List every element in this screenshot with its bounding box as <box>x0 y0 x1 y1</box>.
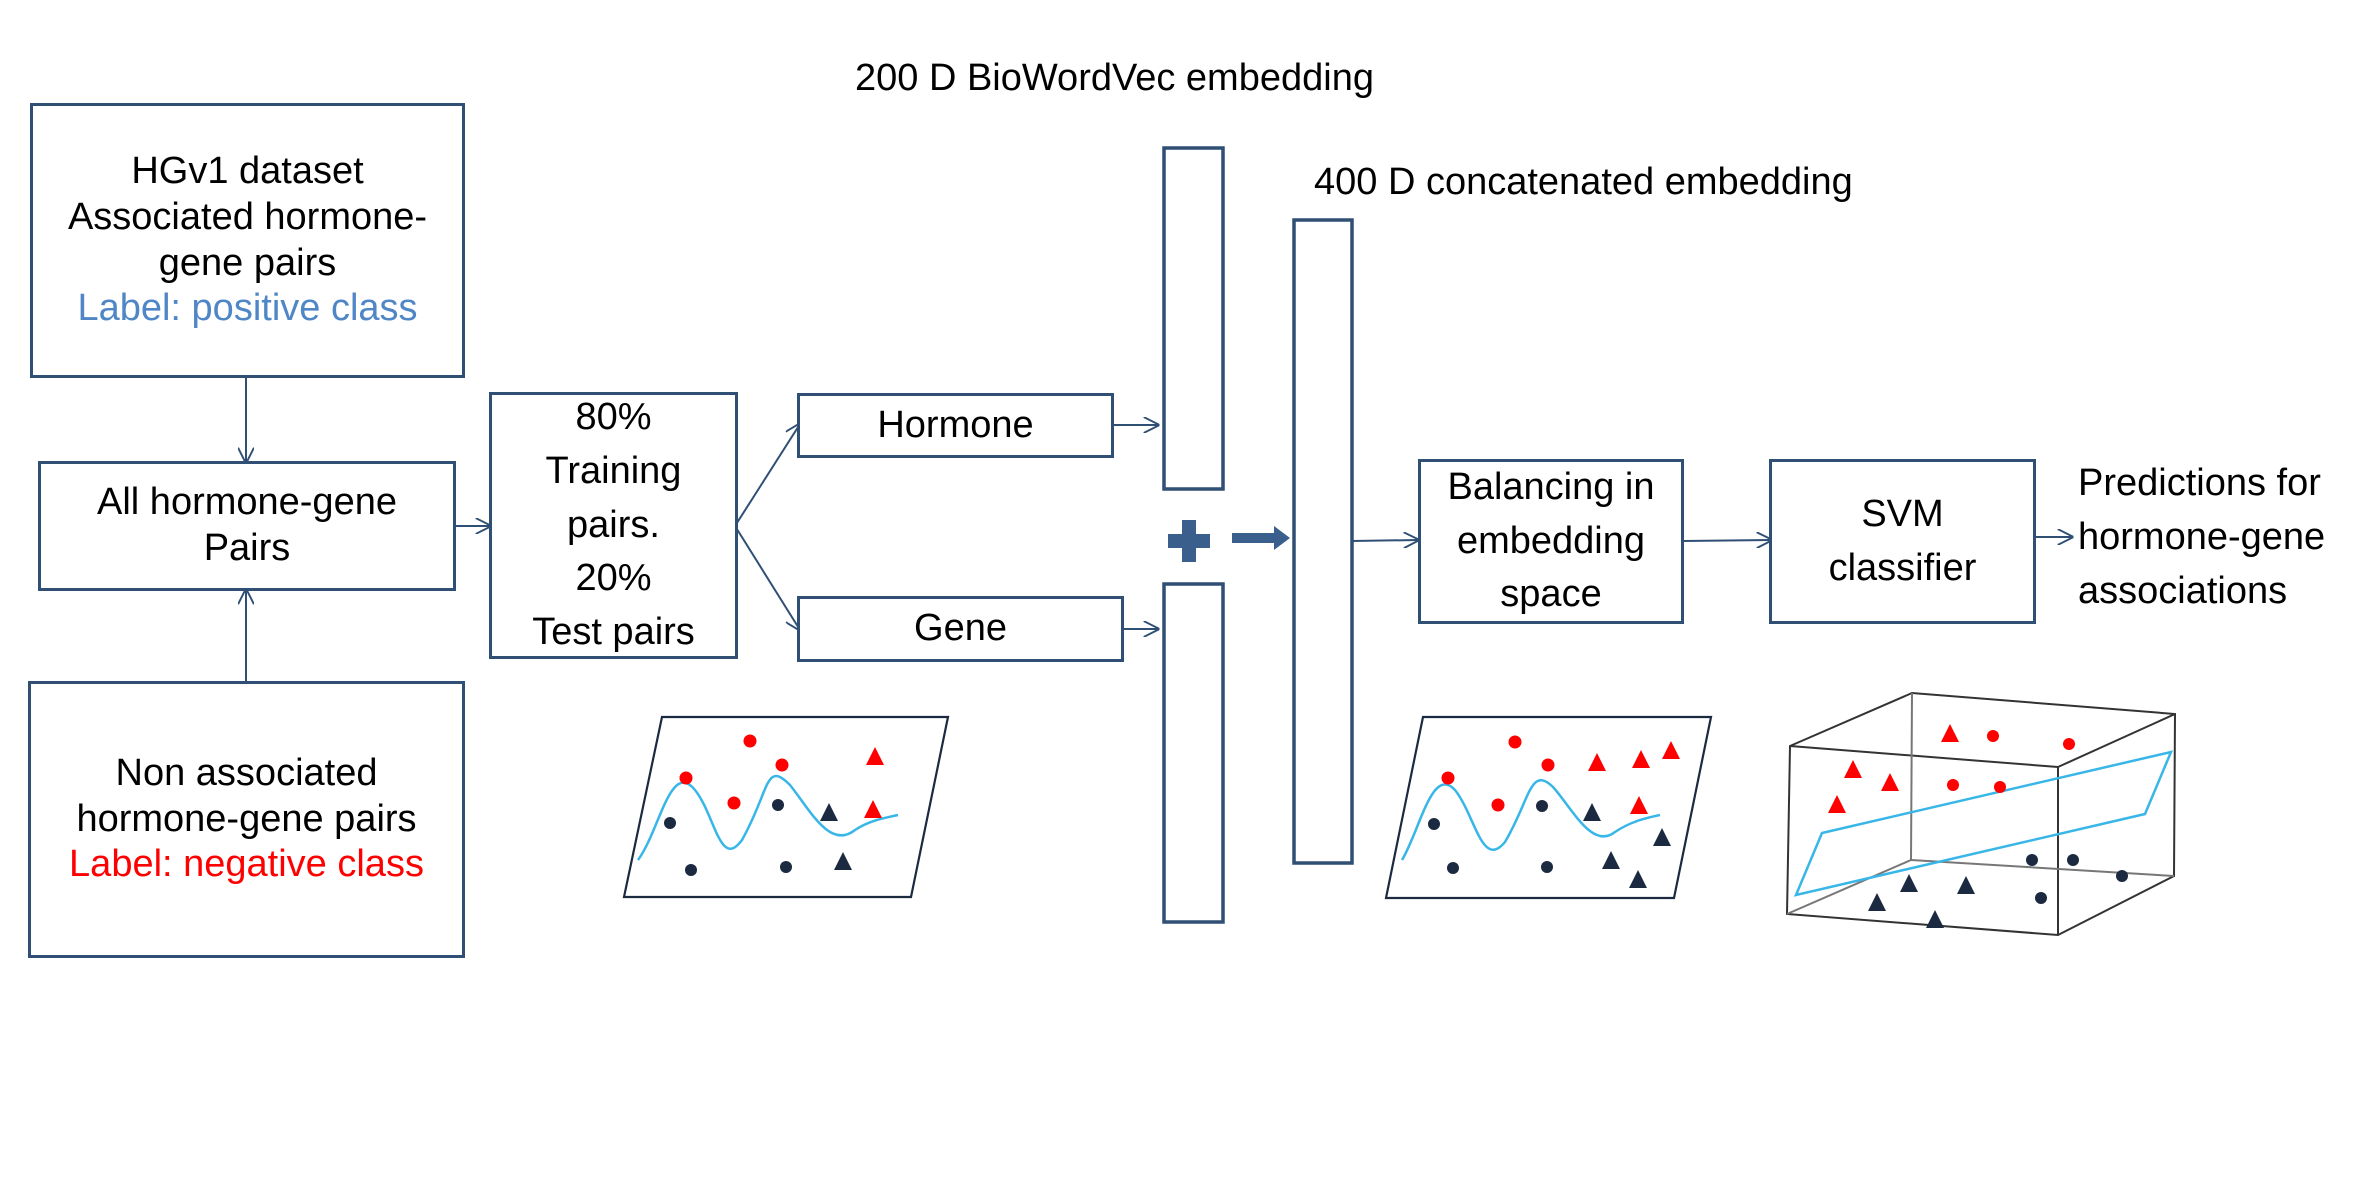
hgv1-description-line1: Associated hormone- <box>67 195 428 238</box>
concatenated-embedding-vector <box>1292 218 1354 865</box>
balancing-line2: embedding <box>1456 519 1646 562</box>
svm-line2: classifier <box>1828 546 1977 589</box>
svm-classifier-box: SVM classifier <box>1769 459 2036 624</box>
all-pairs-box: All hormone-gene Pairs <box>38 461 456 591</box>
embedding-400d-label: 400 D concatenated embedding <box>1314 161 1853 203</box>
predictions-line3: associations <box>2078 569 2288 612</box>
hgv1-description-line2: gene pairs <box>158 241 337 284</box>
all-pairs-line1: All hormone-gene <box>97 481 397 524</box>
non-associated-box: Non associated hormone-gene pairs Label:… <box>28 681 465 958</box>
train-label-line2: pairs. <box>567 503 660 546</box>
arrow-right-icon <box>1232 526 1290 550</box>
arrow-balancing-to-svm <box>1682 540 1771 541</box>
balancing-box: Balancing in embedding space <box>1418 459 1684 624</box>
non-associated-line2: hormone-gene pairs <box>76 797 417 840</box>
gene-label: Gene <box>914 607 1007 650</box>
negative-class-label: Label: negative class <box>69 843 424 886</box>
hgv1-title: HGv1 dataset <box>131 150 364 193</box>
gene-embedding-vector <box>1162 582 1225 924</box>
predictions-line2: hormone-gene <box>2078 515 2326 558</box>
balancing-line3: space <box>1500 573 1602 616</box>
test-label: Test pairs <box>532 611 695 654</box>
input-space-plot <box>622 715 950 899</box>
predictions-line1: Predictions for <box>2078 462 2321 504</box>
svm-line1: SVM <box>1861 492 1944 535</box>
arrow-split-to-gene <box>734 525 800 630</box>
hormone-box: Hormone <box>797 393 1114 458</box>
non-associated-line1: Non associated <box>115 752 378 795</box>
arrow-split-to-hormone <box>734 424 800 527</box>
train-test-split-box: 80% Training pairs. 20% Test pairs <box>489 392 738 659</box>
plus-icon <box>1168 520 1210 562</box>
balanced-space-plot <box>1384 715 1713 900</box>
all-pairs-line2: Pairs <box>203 527 291 569</box>
hormone-label: Hormone <box>877 403 1034 446</box>
hormone-embedding-vector <box>1162 146 1225 491</box>
predictions-label: Predictions for hormone-gene association… <box>2078 457 2325 619</box>
embedding-200d-label: 200 D BioWordVec embedding <box>855 57 1374 99</box>
svm-hyperplane-plot <box>1785 691 2177 937</box>
arrow-concat-to-balancing <box>1351 540 1418 541</box>
hgv1-dataset-box: HGv1 dataset Associated hormone- gene pa… <box>30 103 465 378</box>
positive-class-label: Label: positive class <box>77 287 418 330</box>
train-percent: 80% <box>575 395 652 438</box>
test-percent: 20% <box>575 557 652 600</box>
balancing-line1: Balancing in <box>1447 465 1655 508</box>
gene-box: Gene <box>797 596 1124 662</box>
train-label-line1: Training <box>545 449 682 492</box>
